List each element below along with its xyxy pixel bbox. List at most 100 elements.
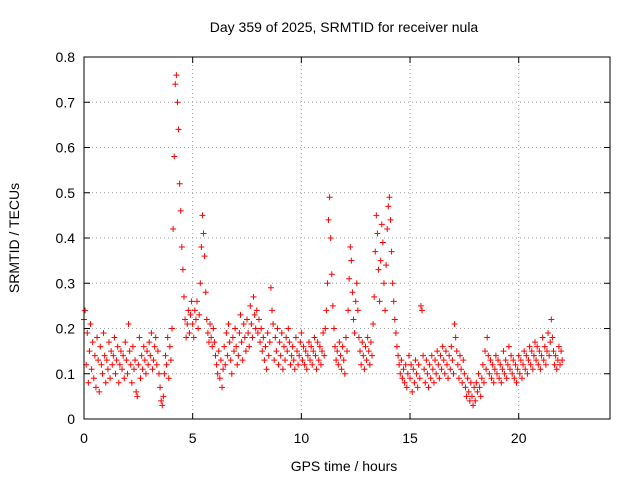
data-point: [507, 366, 514, 373]
data-point: [325, 216, 332, 223]
data-point: [518, 375, 525, 382]
grid-lines: [84, 57, 610, 419]
data-point: [352, 298, 359, 305]
data-point: [435, 361, 442, 368]
data-point: [423, 357, 430, 364]
data-point: [304, 352, 311, 359]
y-tick-labels: 0 0.1 0.2 0.3 0.4 0.5 0.6 0.7 0.8: [56, 49, 76, 427]
data-point: [220, 366, 227, 373]
data-point: [120, 352, 127, 359]
y-tick-label: 0: [67, 411, 75, 427]
data-point: [414, 384, 421, 391]
data-point: [192, 316, 199, 323]
data-point: [275, 361, 282, 368]
data-point: [308, 343, 315, 350]
data-point: [463, 393, 470, 400]
data-point: [440, 357, 447, 364]
data-point: [404, 370, 411, 377]
data-point: [100, 330, 107, 337]
data-point: [185, 307, 192, 314]
data-point: [482, 348, 489, 355]
data-point: [212, 352, 219, 359]
data-point: [152, 334, 159, 341]
data-point: [271, 357, 278, 364]
data-point: [386, 194, 393, 201]
data-point: [491, 366, 498, 373]
data-point: [245, 330, 252, 337]
data-point: [523, 352, 530, 359]
data-point: [254, 330, 261, 337]
data-point: [339, 343, 346, 350]
data-point: [512, 361, 519, 368]
data-point: [370, 320, 377, 327]
data-point: [246, 343, 253, 350]
x-axis-label: GPS time / hours: [291, 458, 398, 474]
data-point: [204, 330, 211, 337]
data-point: [267, 284, 274, 291]
data-point: [285, 325, 292, 332]
data-point: [167, 357, 174, 364]
data-point: [170, 225, 177, 232]
data-point: [248, 320, 255, 327]
y-tick-label: 0.6: [56, 140, 76, 156]
data-point: [459, 379, 466, 386]
data-point: [238, 339, 245, 346]
data-point: [327, 235, 334, 241]
data-point: [484, 334, 491, 341]
data-point: [110, 352, 117, 359]
data-point: [178, 244, 185, 251]
data-point: [160, 393, 167, 400]
data-point: [336, 339, 343, 346]
data-point: [504, 361, 511, 368]
data-point: [111, 334, 118, 341]
data-point: [467, 379, 474, 386]
data-point: [227, 357, 234, 364]
data-point: [270, 320, 277, 327]
data-point: [299, 357, 306, 364]
data-point: [401, 379, 408, 386]
axis-ticks: [83, 56, 610, 420]
data-point: [251, 311, 258, 318]
data-point: [244, 316, 251, 323]
data-point: [184, 320, 191, 327]
data-point: [240, 320, 247, 327]
data-point: [509, 370, 516, 377]
data-point: [384, 225, 391, 232]
data-point: [310, 348, 317, 355]
data-point: [137, 375, 144, 382]
data-point: [207, 320, 214, 327]
data-point: [274, 325, 281, 332]
data-point: [302, 348, 309, 355]
data-point: [480, 379, 487, 386]
data-point: [210, 325, 217, 332]
data-point: [498, 379, 505, 386]
data-point: [425, 384, 432, 391]
data-point: [475, 370, 482, 377]
data-point: [216, 375, 223, 382]
data-point: [516, 370, 523, 377]
data-point: [146, 339, 153, 346]
data-point: [388, 248, 395, 255]
data-point: [437, 352, 444, 359]
data-point: [276, 339, 283, 346]
data-point: [345, 307, 352, 314]
data-point: [195, 325, 202, 332]
data-point: [241, 334, 248, 341]
data-point: [411, 379, 418, 386]
data-point: [545, 330, 552, 337]
data-point: [236, 330, 243, 337]
data-point: [134, 393, 141, 400]
data-point: [262, 343, 269, 350]
data-point: [233, 343, 240, 350]
data-point: [108, 348, 115, 355]
data-point: [322, 325, 329, 332]
data-point: [266, 339, 273, 346]
data-point: [213, 361, 220, 368]
data-point: [442, 348, 449, 355]
data-point: [164, 334, 171, 341]
data-point: [547, 339, 554, 346]
data-point: [307, 357, 314, 364]
data-point: [341, 370, 348, 377]
data-point: [424, 370, 431, 377]
data-point: [395, 352, 402, 359]
